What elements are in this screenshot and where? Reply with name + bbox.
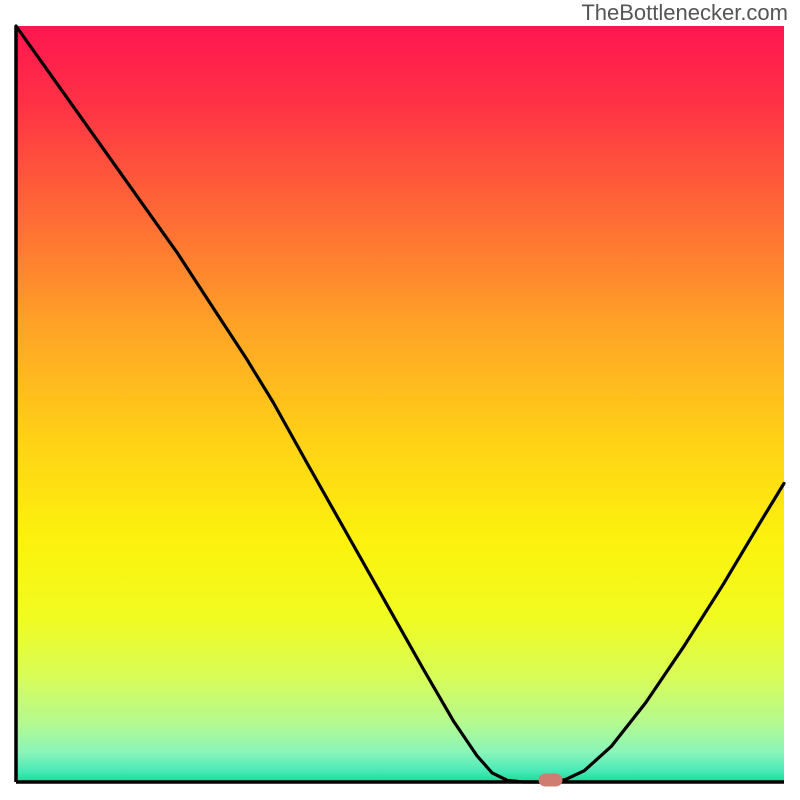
optimal-marker bbox=[539, 774, 563, 787]
watermark-text: TheBottlenecker.com bbox=[581, 0, 788, 26]
bottleneck-chart bbox=[0, 0, 800, 800]
chart-container: TheBottlenecker.com bbox=[0, 0, 800, 800]
